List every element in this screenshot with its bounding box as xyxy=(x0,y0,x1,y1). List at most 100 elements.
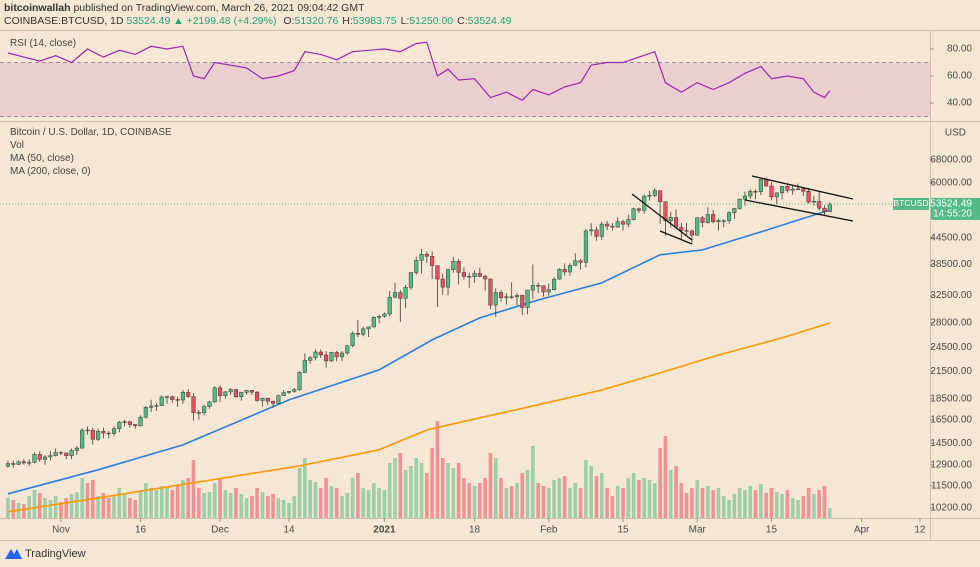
candle-body xyxy=(477,273,482,277)
candle-body xyxy=(589,229,594,232)
candle-body xyxy=(186,392,191,397)
x-tick-label: Nov xyxy=(52,525,70,536)
candle-body xyxy=(228,389,233,393)
volume-bar xyxy=(218,478,222,518)
ma-legend: MA (50, close) xyxy=(10,153,74,164)
candle-body xyxy=(546,289,551,293)
volume-bar xyxy=(154,490,159,518)
candle-body xyxy=(822,207,827,212)
moving-average xyxy=(7,322,831,513)
candle-body xyxy=(668,217,673,222)
x-tick-label: 16 xyxy=(135,525,147,536)
candle-body xyxy=(525,289,530,308)
candle-body xyxy=(509,296,514,298)
candle-body xyxy=(11,463,16,465)
candle-body xyxy=(689,230,694,236)
volume-bar xyxy=(186,478,191,518)
footer-brand: TradingView xyxy=(25,548,86,560)
candle-body xyxy=(414,260,419,273)
volume-bar xyxy=(446,463,450,518)
volume-bar xyxy=(504,488,509,518)
volume-bar xyxy=(223,490,228,518)
candle-body xyxy=(149,405,154,408)
volume-bar xyxy=(37,493,42,518)
volume-bar xyxy=(557,478,562,518)
candle-body xyxy=(811,200,816,203)
volume-bar xyxy=(764,493,768,518)
volume-bar xyxy=(149,488,153,518)
symbol-box xyxy=(893,197,929,210)
volume-bar xyxy=(637,480,641,518)
candle-body xyxy=(573,260,578,266)
candle-body xyxy=(43,456,48,460)
candle-body xyxy=(461,272,466,277)
volume-bar xyxy=(727,500,731,518)
candle-body xyxy=(801,188,806,192)
volume-bar xyxy=(743,490,747,518)
candle-body xyxy=(758,179,763,192)
volume-bar xyxy=(398,453,403,518)
candle-body xyxy=(626,219,631,225)
volume-bar xyxy=(133,500,138,518)
y-tick-label: 12900.00 xyxy=(930,459,972,470)
volume-bar xyxy=(345,493,350,518)
volume-bar xyxy=(674,466,678,518)
volume-bar xyxy=(536,483,540,518)
volume-bar xyxy=(250,496,254,518)
candle-body xyxy=(64,452,69,457)
volume-bar xyxy=(350,478,355,518)
candle-body xyxy=(721,220,726,222)
volume-bar xyxy=(85,483,90,518)
candle-body xyxy=(21,461,26,464)
candle-body xyxy=(424,254,429,257)
volume-bar xyxy=(329,486,334,518)
moving-average xyxy=(7,209,831,495)
volume-bar xyxy=(690,488,694,518)
volume-bar xyxy=(573,483,578,518)
candle-body xyxy=(806,191,811,203)
price-pane: 68000.00 60000.00 44500.00 38500.00 32500.00… xyxy=(0,155,980,536)
ma-legend: MA (200, close, 0) xyxy=(10,166,91,177)
candle-body xyxy=(308,357,313,361)
candle-body xyxy=(27,462,32,464)
candle-body xyxy=(85,429,90,432)
volume-bar xyxy=(393,458,397,518)
volume-bar xyxy=(589,466,593,518)
candle-body xyxy=(392,292,398,298)
ohlc-value: 53524.49 xyxy=(467,15,512,27)
volume-bar xyxy=(106,498,111,518)
volume-bar xyxy=(43,498,47,518)
volume-bar xyxy=(382,490,387,518)
volume-bar xyxy=(271,494,275,518)
candle-body xyxy=(817,200,822,209)
volume-bar xyxy=(467,483,472,518)
candle-body xyxy=(345,345,350,354)
y-tick-label: 24500.00 xyxy=(930,342,972,353)
candle-body xyxy=(58,452,64,454)
last-price-box xyxy=(931,197,980,220)
volume-bar xyxy=(493,458,498,518)
candle-body xyxy=(223,391,228,397)
volume-bar xyxy=(356,473,360,518)
candle-body xyxy=(361,328,366,335)
volume-bar xyxy=(75,492,79,518)
price-legend: Bitcoin / U.S. Dollar, 1D, COINBASE xyxy=(10,127,172,138)
candle-body xyxy=(472,273,477,277)
channel-line xyxy=(744,199,854,222)
volume-bar xyxy=(796,500,800,518)
candle-body xyxy=(207,401,212,407)
x-tick-label: 12 xyxy=(914,525,926,536)
candle-body xyxy=(80,429,85,449)
volume-bar xyxy=(234,488,238,518)
volume-bar xyxy=(276,498,281,518)
candle-body xyxy=(350,332,355,346)
ohlc: O:51320.76 H:53983.75 L:51250.00 C:53524.49 xyxy=(279,15,511,27)
candle-body xyxy=(239,392,244,397)
ohlc-label: H: xyxy=(342,15,353,27)
volume-bar xyxy=(387,463,392,518)
volume-bar xyxy=(827,508,832,518)
ohlc-label: L: xyxy=(400,15,410,27)
candle-body xyxy=(127,421,132,425)
candle-body xyxy=(578,260,583,263)
